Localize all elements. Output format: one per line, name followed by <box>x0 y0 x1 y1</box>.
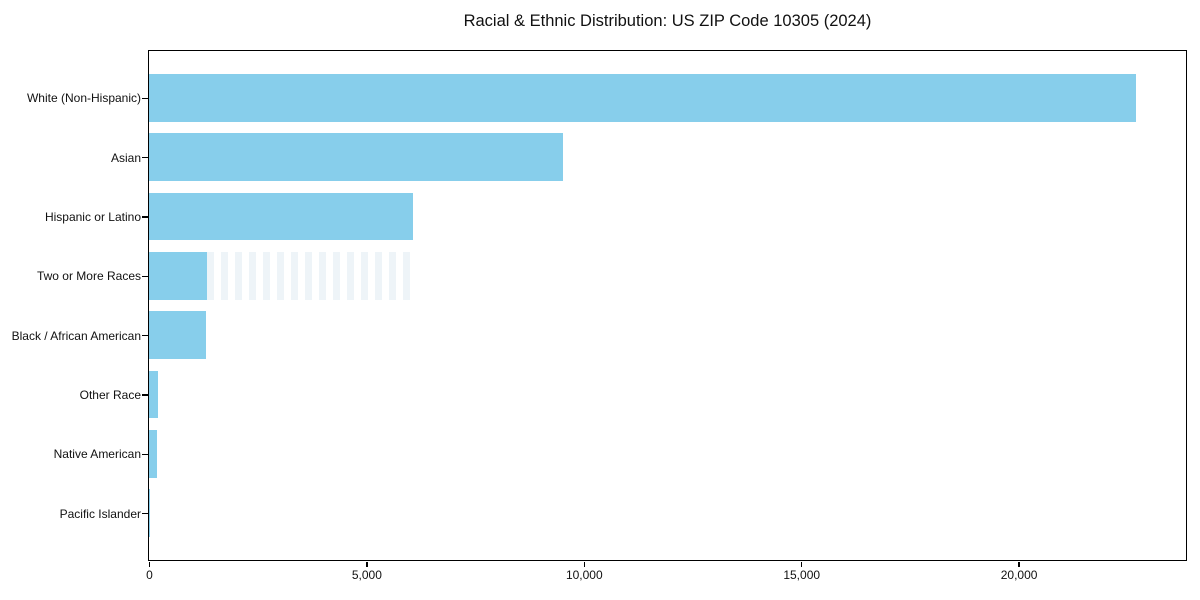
x-tick-label: 0 <box>146 568 153 582</box>
plot-area <box>148 50 1187 561</box>
bar-other-race <box>149 370 159 419</box>
x-tick-mark <box>366 562 368 567</box>
x-tick-mark <box>583 562 586 567</box>
y-tick-label-other-race: Other Race <box>79 387 141 402</box>
y-tick-mark <box>142 97 148 100</box>
bar-pacific-islander <box>149 489 150 537</box>
y-tick-label-white-non-hispanic: White (Non-Hispanic) <box>26 91 141 106</box>
y-tick-label-pacific-islander: Pacific Islander <box>59 506 141 521</box>
x-tick-label: 20,000 <box>1000 568 1038 582</box>
x-tick-label: 15,000 <box>783 568 821 582</box>
x-tick-label: 10,000 <box>565 568 603 582</box>
y-tick-label-two-or-more-races: Two or More Races <box>36 269 141 284</box>
y-tick-label-hispanic-or-latino: Hispanic or Latino <box>44 210 141 224</box>
x-tick-mark <box>800 562 803 567</box>
y-tick-mark <box>142 216 148 218</box>
x-tick-mark <box>148 562 151 567</box>
bar-white-non-hispanic <box>149 74 1136 122</box>
bar-black-african-american <box>149 311 206 359</box>
x-tick-mark <box>1018 562 1020 567</box>
bar-asian <box>149 133 563 181</box>
x-tick-label: 5,000 <box>351 568 382 582</box>
y-tick-mark <box>142 275 148 278</box>
bar-hispanic-or-latino <box>149 192 413 241</box>
y-tick-mark <box>142 156 148 159</box>
y-tick-mark <box>142 394 148 396</box>
y-tick-mark <box>142 334 148 337</box>
chart-title: Racial & Ethnic Distribution: US ZIP Cod… <box>463 12 872 30</box>
y-tick-label-black-african-american: Black / African American <box>11 328 141 343</box>
y-tick-label-asian: Asian <box>110 150 141 165</box>
y-tick-mark <box>142 453 148 456</box>
bar-native-american <box>149 430 158 478</box>
y-tick-label-native-american: Native American <box>53 447 141 462</box>
ghost-stripes <box>206 252 415 300</box>
y-tick-mark <box>142 512 148 515</box>
bar-two-or-more-races <box>149 252 207 300</box>
